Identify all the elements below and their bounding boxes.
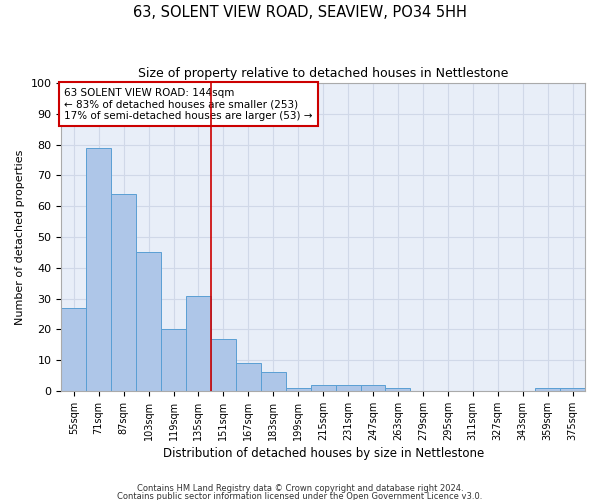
Bar [261, 372, 286, 391]
Bar [211, 338, 236, 391]
Bar [161, 330, 186, 391]
Bar [311, 385, 335, 391]
Text: 63 SOLENT VIEW ROAD: 144sqm
← 83% of detached houses are smaller (253)
17% of se: 63 SOLENT VIEW ROAD: 144sqm ← 83% of det… [64, 88, 313, 121]
Bar [560, 388, 585, 391]
Bar [61, 308, 86, 391]
Title: Size of property relative to detached houses in Nettlestone: Size of property relative to detached ho… [138, 68, 508, 80]
Bar [286, 388, 311, 391]
Bar [236, 363, 261, 391]
Bar [86, 148, 111, 391]
Y-axis label: Number of detached properties: Number of detached properties [15, 150, 25, 324]
X-axis label: Distribution of detached houses by size in Nettlestone: Distribution of detached houses by size … [163, 447, 484, 460]
Text: 63, SOLENT VIEW ROAD, SEAVIEW, PO34 5HH: 63, SOLENT VIEW ROAD, SEAVIEW, PO34 5HH [133, 5, 467, 20]
Bar [186, 296, 211, 391]
Bar [535, 388, 560, 391]
Bar [335, 385, 361, 391]
Bar [111, 194, 136, 391]
Bar [385, 388, 410, 391]
Bar [361, 385, 385, 391]
Text: Contains public sector information licensed under the Open Government Licence v3: Contains public sector information licen… [118, 492, 482, 500]
Text: Contains HM Land Registry data © Crown copyright and database right 2024.: Contains HM Land Registry data © Crown c… [137, 484, 463, 493]
Bar [136, 252, 161, 391]
